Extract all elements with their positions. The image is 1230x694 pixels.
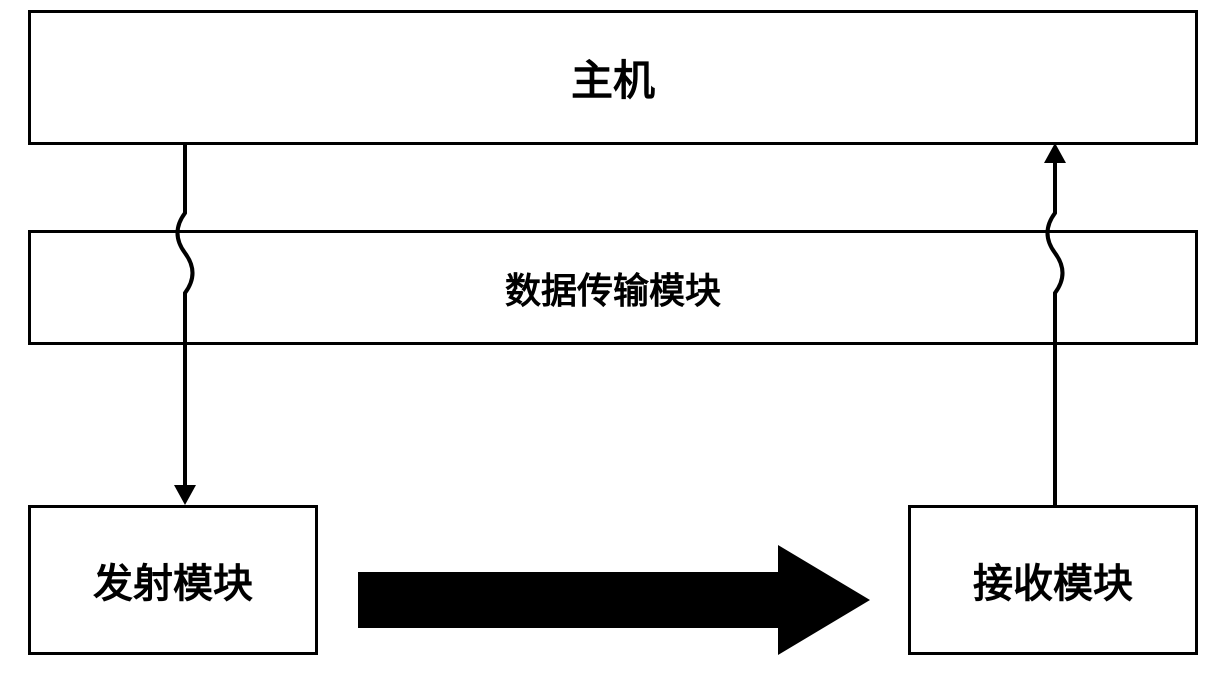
- rx-label: 接收模块: [973, 551, 1133, 609]
- arrow-rx-to-host: [1030, 143, 1080, 508]
- arrow-host-to-tx: [160, 143, 210, 508]
- host-node: 主机: [28, 10, 1198, 145]
- tx-label: 发射模块: [93, 551, 253, 609]
- host-label: 主机: [571, 47, 655, 108]
- tx-node: 发射模块: [28, 505, 318, 655]
- transfer-label: 数据传输模块: [505, 262, 721, 314]
- rx-node: 接收模块: [908, 505, 1198, 655]
- arrow-tx-to-rx: [358, 540, 878, 660]
